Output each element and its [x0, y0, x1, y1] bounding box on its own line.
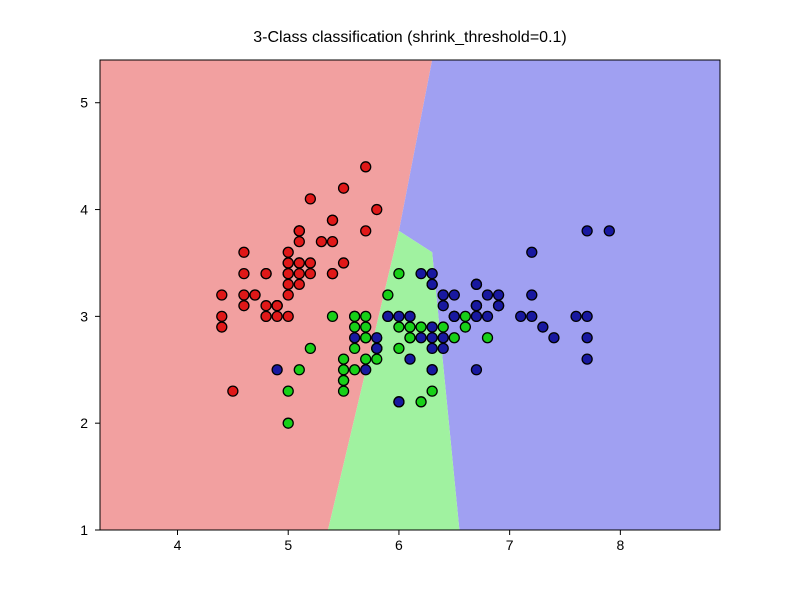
svg-text:3-Class classification (shrink: 3-Class classification (shrink_threshold…	[253, 29, 566, 46]
svg-text:2: 2	[80, 415, 88, 431]
svg-text:6: 6	[395, 537, 403, 553]
svg-text:8: 8	[616, 537, 624, 553]
svg-text:1: 1	[80, 522, 88, 538]
svg-text:4: 4	[80, 202, 88, 218]
chart-svg: 4 5 6 7 8 1 2 3 4 5 3-Class classification (shrink…	[0, 0, 800, 600]
svg-text:5: 5	[284, 537, 292, 553]
svg-text:7: 7	[506, 537, 514, 553]
svg-text:5: 5	[80, 95, 88, 111]
classification-chart: 4 5 6 7 8 1 2 3 4 5 3-Class classification (shrink…	[0, 0, 800, 600]
svg-text:4: 4	[174, 537, 182, 553]
svg-text:3: 3	[80, 308, 88, 324]
